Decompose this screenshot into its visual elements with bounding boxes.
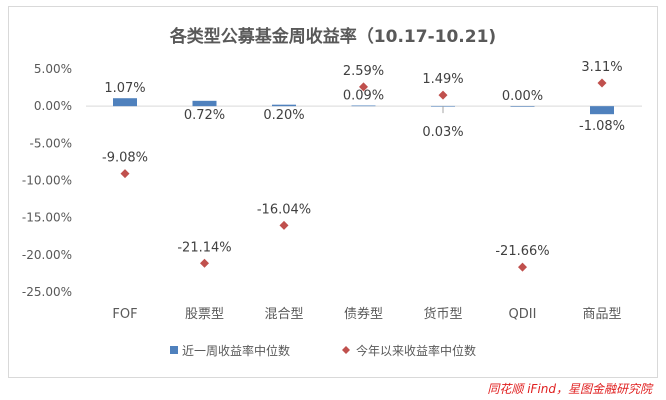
point-data-label: -16.04% [257, 202, 311, 217]
y-tick-label: -25.00% [22, 285, 72, 299]
bar-data-label: 0.03% [422, 125, 463, 140]
scatter-point [359, 82, 368, 92]
y-tick-label: -10.00% [22, 174, 72, 188]
x-tick-label: 商品型 [582, 307, 621, 322]
bar [351, 105, 376, 107]
bar-data-label: 1.07% [104, 81, 145, 96]
scatter-point [518, 262, 527, 272]
x-tick-label: FOF [112, 307, 137, 322]
legend-label: 近一周收益率中位数 [182, 343, 290, 358]
bar-data-label: 0.72% [184, 108, 225, 123]
point-data-label: -21.14% [177, 240, 231, 255]
bar [113, 98, 137, 107]
bar-data-label: 0.09% [343, 88, 384, 103]
bar [272, 104, 296, 107]
bar [192, 100, 217, 107]
legend-label: 今年以来收益率中位数 [356, 343, 476, 358]
bar [590, 106, 614, 115]
source-note: 同花顺 iFind，星图金融研究院 [487, 382, 652, 396]
point-data-label: -9.08% [102, 151, 148, 166]
legend-diamond-swatch [342, 346, 350, 354]
bar-data-label: -1.08% [579, 119, 625, 134]
legend-bar-swatch [170, 346, 178, 354]
x-tick-label: 货币型 [423, 306, 462, 322]
y-tick-label: -5.00% [30, 136, 72, 150]
x-tick-label: 债券型 [344, 306, 383, 322]
y-tick-label: 0.00% [34, 99, 72, 113]
chart-title: 各类型公募基金周收益率（10.17-10.21) [169, 27, 497, 47]
scatter-point [120, 169, 130, 179]
chart-frame [8, 6, 658, 378]
point-data-label: -21.66% [495, 244, 549, 259]
point-data-label: 1.49% [422, 72, 463, 87]
point-data-label: 3.11% [581, 60, 622, 75]
scatter-point [597, 78, 607, 88]
y-tick-label: -15.00% [22, 211, 72, 225]
bar [510, 106, 535, 107]
bar-data-label: 0.00% [502, 89, 543, 104]
scatter-point [438, 90, 448, 100]
x-tick-label: 股票型 [185, 307, 224, 322]
scatter-point [279, 220, 289, 230]
scatter-point [200, 258, 209, 268]
point-data-label: 2.59% [343, 64, 384, 79]
bar-data-label: 0.20% [263, 108, 304, 123]
y-tick-label: -20.00% [22, 248, 72, 262]
x-tick-label: 混合型 [264, 307, 303, 322]
y-tick-label: 5.00% [34, 62, 72, 76]
x-tick-label: QDII [509, 307, 537, 322]
